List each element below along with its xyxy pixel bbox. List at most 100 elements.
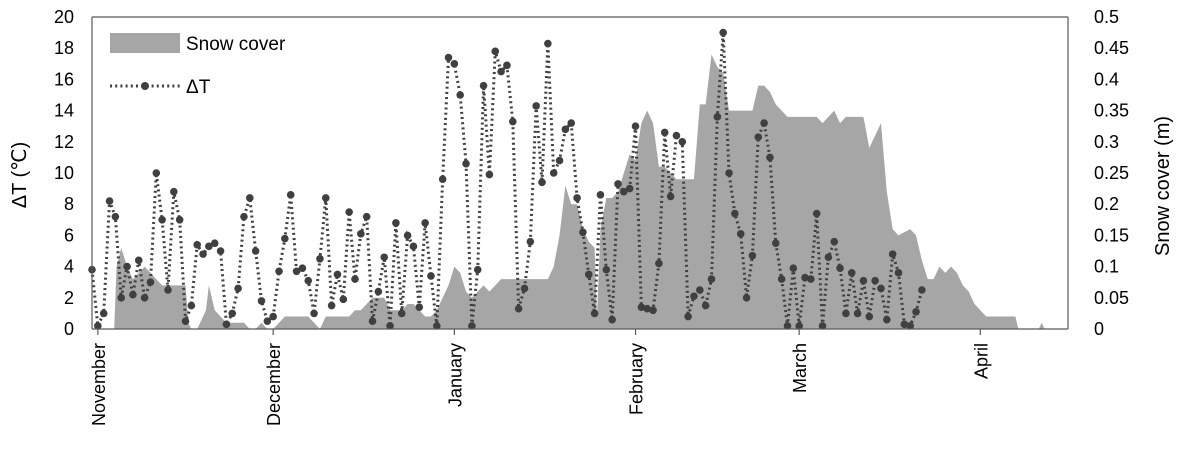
delta-t-point [170, 187, 178, 196]
delta-t-point [520, 284, 529, 293]
delta-t-point [561, 125, 570, 134]
delta-t-point [795, 322, 803, 330]
delta-t-point [508, 117, 517, 126]
y2-tick-label: 0.4 [1094, 69, 1119, 89]
delta-t-point [503, 61, 511, 70]
delta-t-point [292, 267, 301, 276]
delta-t-point [742, 294, 751, 302]
delta-t-point [847, 269, 856, 277]
y-tick-label: 0 [64, 319, 74, 339]
delta-t-point [625, 184, 634, 193]
delta-t-point [146, 278, 155, 287]
x-tick-label-january: January [445, 343, 465, 407]
delta-t-point [444, 53, 453, 62]
legend-label-snow-cover: Snow cover [186, 34, 286, 55]
legend: Snow cover ΔT [110, 33, 286, 98]
delta-t-point [403, 231, 412, 240]
delta-t-point [824, 253, 833, 262]
delta-t-point [473, 265, 482, 274]
delta-t-point [526, 237, 535, 246]
delta-t-point [807, 275, 815, 283]
delta-t-point [579, 228, 587, 237]
y2-tick-label: 0.2 [1094, 194, 1119, 214]
delta-t-point [555, 156, 564, 165]
delta-t-point [614, 180, 622, 188]
y2-axis-title: Snow cover (m) [1152, 116, 1174, 256]
delta-t-point [321, 194, 330, 202]
delta-t-point [590, 309, 599, 318]
y2-tick-label: 0.15 [1094, 225, 1129, 245]
delta-t-point [713, 113, 722, 121]
snow-cover-area [92, 54, 1045, 329]
delta-t-point [94, 322, 102, 330]
delta-t-point [310, 309, 318, 318]
delta-t-point [421, 219, 429, 227]
delta-t-point [912, 308, 920, 316]
y-tick-label: 6 [64, 225, 74, 245]
delta-t-point [205, 242, 213, 251]
delta-t-point [134, 256, 143, 265]
delta-t-point [631, 122, 640, 130]
delta-t-point [175, 216, 184, 224]
delta-t-point [275, 267, 283, 276]
delta-t-point [660, 128, 669, 137]
delta-t-point [818, 322, 827, 330]
delta-t-point [263, 317, 272, 326]
x-tick-label-november: November [89, 343, 109, 426]
x-tick-label-march: March [790, 343, 810, 393]
y-tick-label: 16 [54, 69, 74, 89]
delta-t-point [222, 320, 231, 329]
delta-t-point [684, 312, 692, 321]
delta-t-point [345, 208, 353, 216]
delta-t-point [427, 272, 435, 280]
delta-t-point [257, 297, 266, 305]
left-y-tick-labels: 0 2 4 6 8 10 12 14 16 18 20 [54, 7, 74, 339]
y-tick-label: 18 [54, 38, 74, 58]
delta-t-point [894, 269, 903, 277]
delta-t-point [216, 247, 225, 255]
delta-t-point [450, 60, 459, 68]
delta-t-point [871, 276, 879, 285]
delta-t-point [193, 240, 201, 249]
delta-t-point [830, 237, 839, 246]
delta-t-point [298, 264, 307, 272]
delta-t-point [544, 39, 552, 48]
delta-t-point [181, 317, 190, 326]
delta-t-point [789, 264, 798, 272]
delta-t-point [234, 284, 242, 293]
delta-t-point [433, 322, 441, 330]
legend-marker-delta-t [141, 82, 149, 90]
delta-t-point [906, 322, 914, 330]
y2-tick-label: 0.45 [1094, 38, 1129, 58]
delta-t-point [187, 301, 196, 310]
delta-t-point [286, 191, 295, 199]
delta-t-point [497, 67, 505, 76]
delta-t-point [760, 119, 768, 127]
delta-t-point [485, 170, 494, 179]
y-tick-label: 10 [54, 163, 74, 183]
delta-t-point [696, 286, 704, 294]
delta-t-point [666, 192, 675, 201]
y2-tick-label: 0.35 [1094, 101, 1129, 121]
delta-t-point [596, 191, 605, 199]
delta-t-point [357, 230, 365, 238]
y2-tick-label: 0.1 [1094, 257, 1119, 277]
delta-t-point [164, 286, 172, 294]
delta-t-point [853, 309, 862, 318]
y-tick-label: 4 [64, 257, 74, 277]
delta-t-point [719, 28, 727, 37]
x-tick-labels: November December January February March Apri… [89, 343, 991, 426]
delta-t-point [462, 159, 470, 168]
delta-t-point [538, 178, 546, 187]
delta-t-point [438, 175, 447, 184]
delta-t-point [158, 216, 166, 224]
right-y-tick-labels: 0 0.05 0.1 0.15 0.2 0.25 0.3 0.35 0.4 0.45 0.5 [1094, 7, 1129, 339]
x-tick-label-december: December [264, 343, 284, 426]
delta-t-point [549, 169, 558, 177]
delta-t-point [491, 47, 500, 56]
delta-t-point [678, 138, 687, 146]
delta-t-point [246, 194, 254, 202]
y2-tick-label: 0 [1094, 319, 1104, 339]
delta-t-marker-layer [88, 28, 926, 330]
